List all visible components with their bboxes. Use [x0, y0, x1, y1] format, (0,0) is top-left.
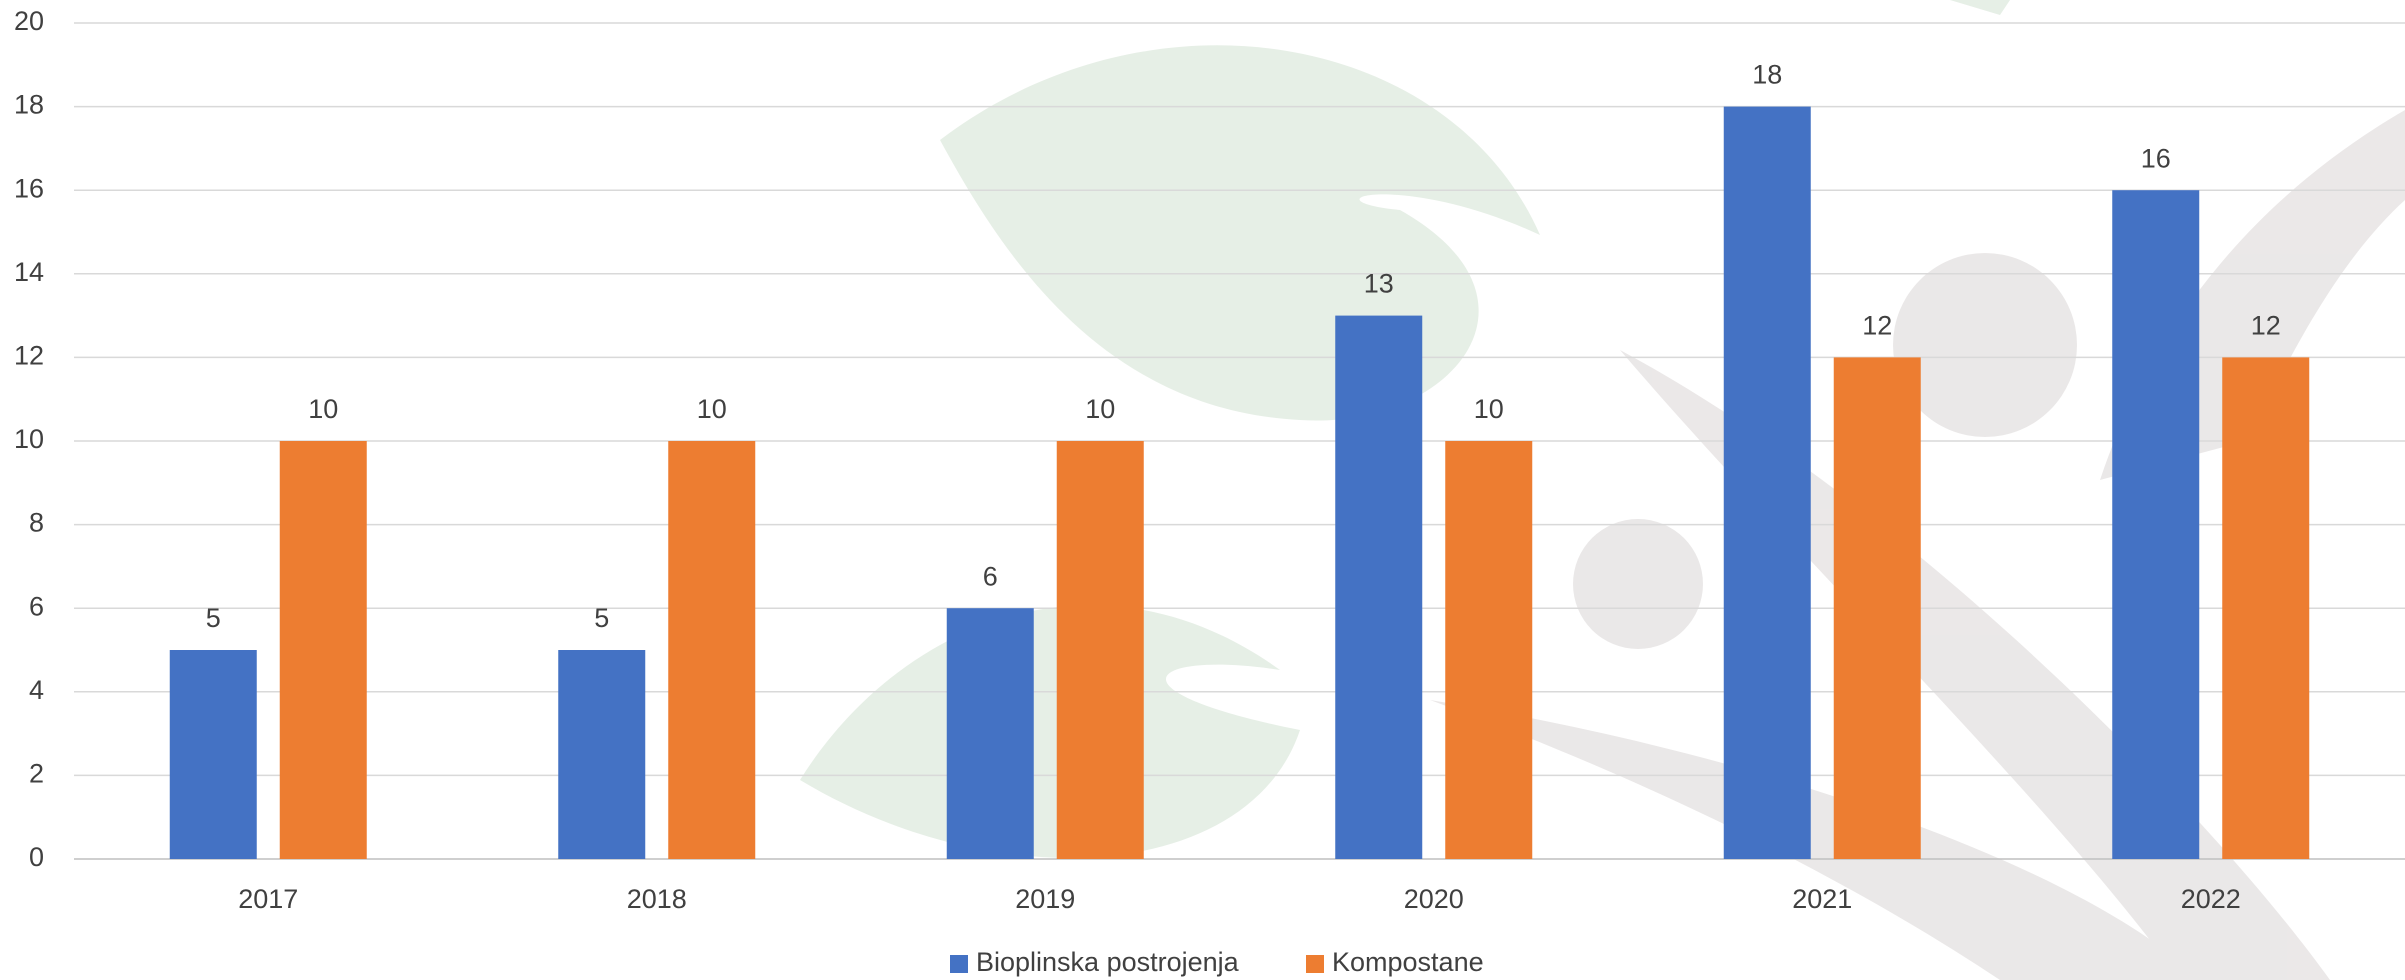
x-tick-label: 2018: [627, 884, 687, 914]
x-tick-label: 2020: [1404, 884, 1464, 914]
legend-swatch: [950, 955, 968, 973]
y-tick-label: 4: [29, 675, 44, 705]
bar: [1057, 441, 1144, 859]
data-label: 16: [2141, 143, 2171, 173]
data-label: 5: [206, 603, 221, 633]
data-label: 10: [1085, 394, 1115, 424]
bar: [1445, 441, 1532, 859]
chart: 0 2 4 6 8 10 12 14 16 18 20 2017 5 10 2018 5 10 2019 6 10 20…: [0, 0, 2405, 980]
bar: [170, 650, 257, 859]
bar: [1724, 107, 1811, 859]
y-tick-label: 6: [29, 591, 44, 621]
bar: [947, 608, 1034, 859]
data-label: 10: [1474, 394, 1504, 424]
bar: [1335, 316, 1422, 859]
data-label: 13: [1364, 269, 1394, 299]
legend-swatch: [1306, 955, 1324, 973]
x-tick-label: 2022: [2181, 884, 2241, 914]
data-label: 18: [1752, 60, 1782, 90]
data-label: 5: [594, 603, 609, 633]
bar: [2112, 190, 2199, 859]
y-tick-label: 14: [14, 257, 44, 287]
x-tick-label: 2019: [1015, 884, 1075, 914]
legend-label: Bioplinska postrojenja: [976, 947, 1240, 977]
page: {"chart_data": {"type": "bar", "categori…: [0, 0, 2405, 980]
data-label: 10: [697, 394, 727, 424]
y-tick-label: 20: [14, 6, 44, 36]
bar: [1834, 357, 1921, 859]
bar: [558, 650, 645, 859]
x-tick-label: 2017: [238, 884, 298, 914]
data-label: 12: [1862, 311, 1892, 341]
bar: [280, 441, 367, 859]
x-tick-label: 2021: [1792, 884, 1852, 914]
data-label: 6: [983, 561, 998, 591]
data-label: 10: [308, 394, 338, 424]
bar: [2222, 357, 2309, 859]
legend-label: Kompostane: [1332, 947, 1484, 977]
y-tick-label: 18: [14, 90, 44, 120]
y-tick-label: 8: [29, 508, 44, 538]
y-tick-label: 2: [29, 759, 44, 789]
bar: [668, 441, 755, 859]
data-label: 12: [2251, 311, 2281, 341]
y-tick-label: 10: [14, 424, 44, 454]
y-tick-label: 16: [14, 173, 44, 203]
y-tick-label: 0: [29, 842, 44, 872]
y-tick-label: 12: [14, 341, 44, 371]
